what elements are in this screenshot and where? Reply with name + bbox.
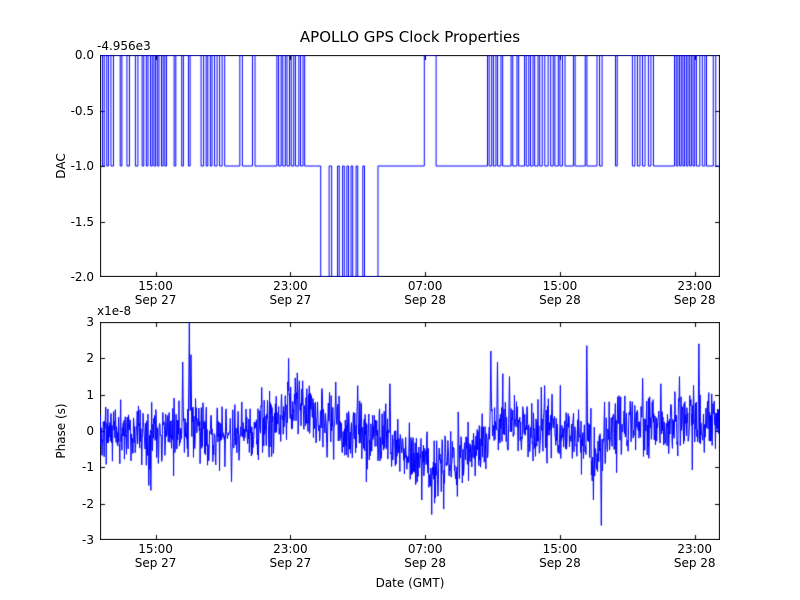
x-tick-label: Sep 28 <box>539 556 581 570</box>
phase-plot-area <box>100 322 720 540</box>
x-tick-label: 15:00 <box>138 542 173 556</box>
x-axis-label: Date (GMT) <box>375 576 445 590</box>
x-tick-label: Sep 28 <box>539 293 581 307</box>
x-tick-label: 23:00 <box>677 279 713 293</box>
x-tick-label: 23:00 <box>273 542 308 556</box>
chart-title: APOLLO GPS Clock Properties <box>299 28 521 46</box>
x-tick-label: Sep 28 <box>404 556 446 570</box>
y-tick-label: 0.0 <box>74 48 94 62</box>
x-tick-label: 15:00 <box>542 279 578 293</box>
phase-axis-offset-text: x1e-8 <box>97 304 132 318</box>
phase-y-axis-label: Phase (s) <box>54 403 68 459</box>
x-tick-label: Sep 28 <box>673 556 716 570</box>
dac-axis-offset-text: -4.956e3 <box>97 39 151 53</box>
dac-y-axis-label: DAC <box>54 153 68 179</box>
y-tick-label: -0.5 <box>70 103 94 118</box>
x-tick-label: 07:00 <box>407 279 443 293</box>
x-tick-label: 23:00 <box>677 542 713 556</box>
y-tick-label: -2.0 <box>70 270 94 284</box>
y-tick-label: 3 <box>86 315 94 329</box>
x-tick-label: 15:00 <box>542 542 578 556</box>
x-tick-label: 15:00 <box>138 279 173 293</box>
y-tick-label: -2 <box>82 496 94 511</box>
dac-plot-area <box>100 55 720 277</box>
x-tick-label: 23:00 <box>273 279 308 293</box>
x-tick-label: Sep 27 <box>134 556 177 570</box>
y-tick-label: -3 <box>82 533 94 547</box>
x-tick-label: Sep 28 <box>673 293 716 307</box>
y-tick-label: 2 <box>86 351 94 366</box>
x-tick-label: 07:00 <box>407 542 443 556</box>
y-tick-label: -1.5 <box>70 214 94 229</box>
x-tick-label: Sep 28 <box>404 293 446 307</box>
x-tick-label: Sep 27 <box>134 293 177 307</box>
x-tick-label: Sep 27 <box>269 556 312 570</box>
x-tick-label: Sep 27 <box>269 293 312 307</box>
